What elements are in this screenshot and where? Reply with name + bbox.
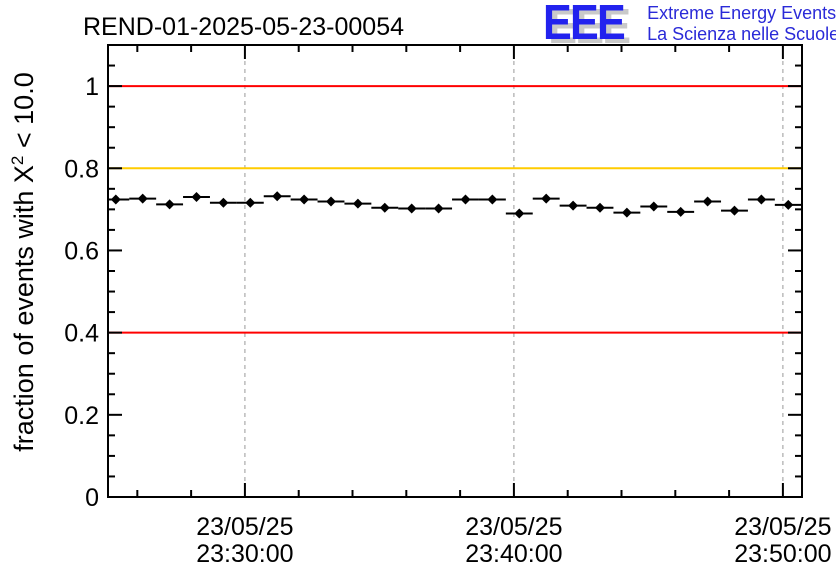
data-point-marker <box>675 206 686 217</box>
logo-tagline-1: Extreme Energy Events <box>647 3 836 23</box>
data-point-marker <box>783 199 794 210</box>
data-point-marker <box>514 208 525 219</box>
data-point-marker <box>487 194 498 205</box>
data-point-marker <box>325 196 336 207</box>
y-tick-label: 0.8 <box>64 155 99 183</box>
data-series <box>108 191 802 219</box>
data-point-marker <box>218 197 229 208</box>
x-tick-label-time: 23:30:00 <box>196 540 293 568</box>
eee-logo: EEE Extreme Energy Events La Scienza nel… <box>543 0 836 50</box>
y-tick-label: 0 <box>85 484 99 512</box>
x-tick-label-date: 23/05/25 <box>465 513 562 541</box>
eee-logo-letters: EEE <box>543 0 626 50</box>
x-tick-label-date: 23/05/25 <box>734 513 831 541</box>
x-tick-label-time: 23:50:00 <box>734 540 831 568</box>
data-point-marker <box>648 201 659 212</box>
eee-logo-text: Extreme Energy Events La Scienza nelle S… <box>647 1 836 45</box>
plot-frame <box>107 44 803 498</box>
y-tick-label: 0.2 <box>64 402 99 430</box>
data-point-marker <box>164 199 175 210</box>
data-point-marker <box>137 193 148 204</box>
data-point-marker <box>460 194 471 205</box>
data-point-marker <box>702 196 713 207</box>
data-point-marker <box>541 193 552 204</box>
y-tick-label: 1 <box>85 73 99 101</box>
data-point-marker <box>379 202 390 213</box>
data-point-marker <box>406 203 417 214</box>
data-point-marker <box>272 191 283 202</box>
data-point-marker <box>729 205 740 216</box>
logo-tagline-2: La Scienza nelle Scuole <box>647 24 836 44</box>
data-point-marker <box>433 203 444 214</box>
data-point-marker <box>756 194 767 205</box>
x-tick-label-time: 23:40:00 <box>465 540 562 568</box>
data-point-marker <box>299 194 310 205</box>
data-point-marker <box>191 192 202 203</box>
page-title: REND-01-2025-05-23-00054 <box>83 13 405 41</box>
data-point-marker <box>568 200 579 211</box>
y-tick-label: 0.6 <box>64 237 99 265</box>
data-point-marker <box>245 197 256 208</box>
data-point-marker <box>352 198 363 209</box>
data-point-marker <box>594 202 605 213</box>
y-tick-label: 0.4 <box>64 320 99 348</box>
data-point-marker <box>621 207 632 218</box>
x-tick-label-date: 23/05/25 <box>196 513 293 541</box>
data-point-marker <box>110 194 121 205</box>
